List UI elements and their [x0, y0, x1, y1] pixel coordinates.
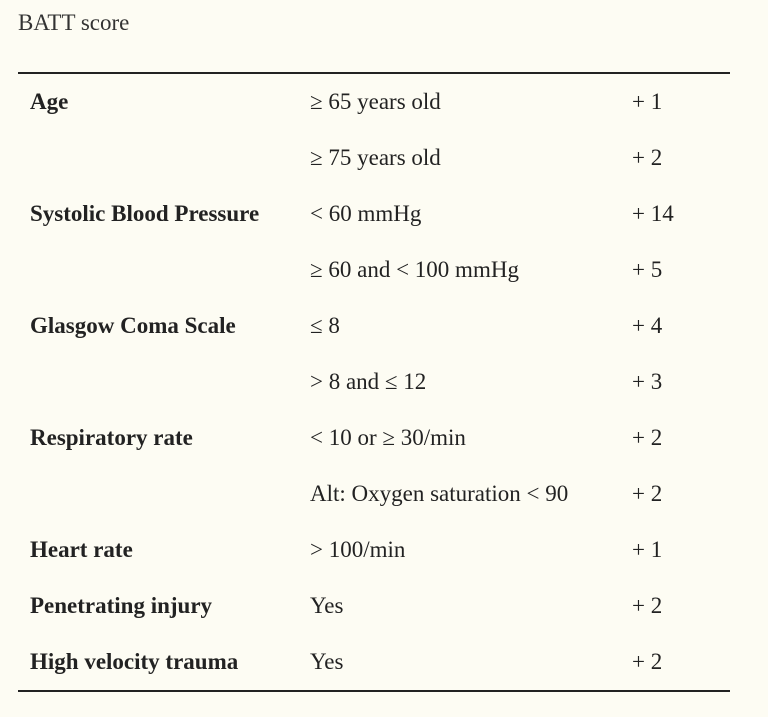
- criterion-cell: < 60 mmHg: [310, 201, 422, 226]
- criterion-cell: > 100/min: [310, 537, 406, 562]
- points-cell: + 1: [632, 537, 663, 562]
- criterion-cell: ≥ 75 years old: [310, 145, 441, 170]
- table-row: High velocity trauma Yes + 2: [18, 634, 730, 690]
- parameter-cell: Heart rate: [30, 537, 133, 562]
- parameter-cell: High velocity trauma: [30, 649, 239, 674]
- criterion-cell: ≥ 65 years old: [310, 89, 441, 114]
- points-cell: + 3: [632, 369, 663, 394]
- criterion-cell: Alt: Oxygen saturation < 90: [310, 481, 569, 506]
- criterion-cell: > 8 and ≤ 12: [310, 369, 427, 394]
- criterion-cell: < 10 or ≥ 30/min: [310, 425, 466, 450]
- points-cell: + 2: [632, 593, 663, 618]
- parameter-cell: Glasgow Coma Scale: [30, 313, 236, 338]
- batt-score-table: Age ≥ 65 years old + 1 ≥ 75 years old + 2 Sys…: [18, 72, 730, 692]
- points-cell: + 2: [632, 425, 663, 450]
- points-cell: + 2: [632, 145, 663, 170]
- parameter-cell: Respiratory rate: [30, 425, 193, 450]
- points-cell: + 2: [632, 649, 663, 674]
- table-title: BATT score: [18, 10, 130, 35]
- table-row: > 8 and ≤ 12 + 3: [18, 354, 730, 410]
- parameter-cell: Age: [30, 89, 69, 114]
- table-row: Heart rate > 100/min + 1: [18, 522, 730, 578]
- table-row: ≥ 60 and < 100 mmHg + 5: [18, 242, 730, 298]
- table-row: Age ≥ 65 years old + 1: [18, 74, 730, 130]
- criterion-cell: Yes: [310, 649, 344, 674]
- table-row: ≥ 75 years old + 2: [18, 130, 730, 186]
- points-cell: + 2: [632, 481, 663, 506]
- table-row: Penetrating injury Yes + 2: [18, 578, 730, 634]
- criterion-cell: ≤ 8: [310, 313, 340, 338]
- points-cell: + 14: [632, 201, 674, 226]
- parameter-cell: Penetrating injury: [30, 593, 213, 618]
- table-row: Alt: Oxygen saturation < 90 + 2: [18, 466, 730, 522]
- points-cell: + 5: [632, 257, 663, 282]
- points-cell: + 4: [632, 313, 663, 338]
- table-row: Glasgow Coma Scale ≤ 8 + 4: [18, 298, 730, 354]
- parameter-cell: Systolic Blood Pressure: [30, 201, 260, 226]
- table-row: Systolic Blood Pressure < 60 mmHg + 14: [18, 186, 730, 242]
- criterion-cell: ≥ 60 and < 100 mmHg: [310, 257, 519, 282]
- criterion-cell: Yes: [310, 593, 344, 618]
- table-row: Respiratory rate < 10 or ≥ 30/min + 2: [18, 410, 730, 466]
- points-cell: + 1: [632, 89, 663, 114]
